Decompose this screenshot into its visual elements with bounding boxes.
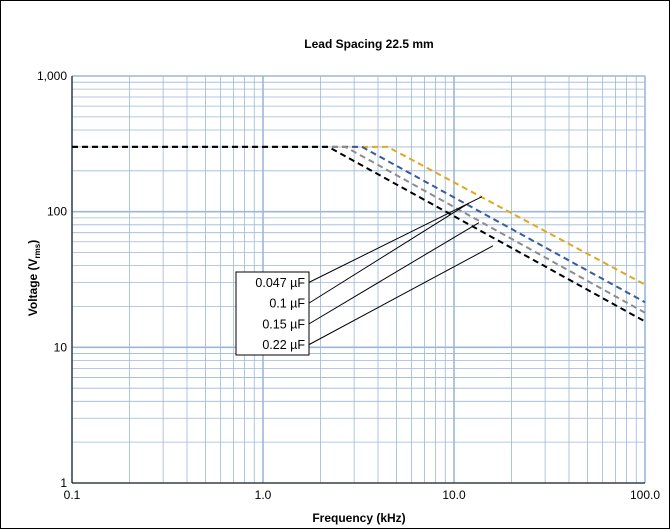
chart-title: Lead Spacing 22.5 mm bbox=[304, 37, 433, 51]
legend-annotation: 0.047 µF 0.1 µF 0.15 µF 0.22 µF bbox=[235, 196, 494, 356]
annotation-label: 0.22 µF bbox=[262, 338, 305, 352]
annotation-leader-line bbox=[308, 196, 483, 283]
annotation-box bbox=[235, 271, 310, 356]
major-gridlines bbox=[71, 75, 646, 484]
y-tick-label: 1,000 bbox=[37, 69, 67, 83]
series-line-4 bbox=[72, 145, 646, 323]
annotation-leader-line bbox=[308, 222, 480, 325]
minor-gridlines bbox=[72, 76, 645, 483]
tick-labels: 0.1 1.0 10.0 100.0 1 10 100 1,000 bbox=[37, 69, 660, 502]
series-line-3 bbox=[72, 145, 646, 314]
annotation-label: 0.15 µF bbox=[262, 317, 305, 331]
axes bbox=[71, 76, 645, 484]
y-axis-title-main: Voltage (V bbox=[26, 258, 40, 316]
annotation-leader-line bbox=[308, 202, 470, 304]
annotation-leader-line bbox=[308, 245, 494, 346]
y-axis-title-close: ) bbox=[26, 240, 40, 244]
x-axis-title: Frequency (kHz) bbox=[312, 511, 405, 525]
series-lines bbox=[72, 145, 646, 323]
series-line-1 bbox=[72, 145, 646, 286]
annotation-label: 0.047 µF bbox=[255, 276, 305, 290]
y-axis-title: Voltage (Vrms) bbox=[26, 240, 42, 316]
annotation-label: 0.1 µF bbox=[269, 297, 305, 311]
y-tick-label: 10 bbox=[54, 340, 68, 354]
x-tick-label: 10.0 bbox=[442, 488, 466, 502]
x-tick-label: 1.0 bbox=[255, 488, 272, 502]
x-tick-label: 100.0 bbox=[630, 488, 660, 502]
y-axis-title-subscript: rms bbox=[33, 243, 42, 258]
y-tick-label: 1 bbox=[60, 476, 67, 490]
series-line-2 bbox=[72, 145, 646, 304]
x-tick-label: 0.1 bbox=[64, 488, 81, 502]
y-tick-label: 100 bbox=[47, 205, 67, 219]
